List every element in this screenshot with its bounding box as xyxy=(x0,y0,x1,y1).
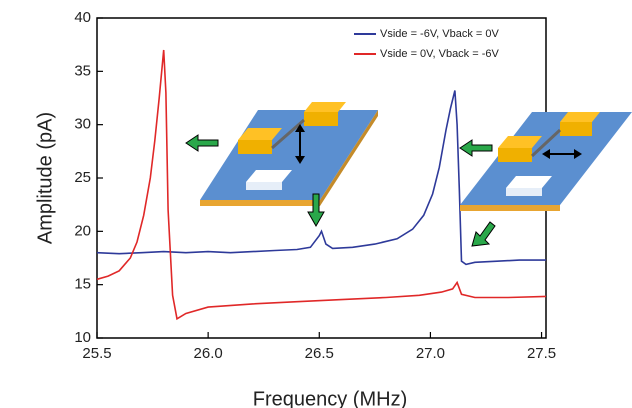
green-arrow xyxy=(186,135,218,151)
substrate-edge xyxy=(460,205,560,211)
substrate xyxy=(460,112,632,205)
page: {"chart_data": {"type": "line", "xlabel"… xyxy=(0,0,632,408)
x-tick-label: 27.0 xyxy=(416,345,445,362)
x-axis-title: Frequency (MHz) xyxy=(253,388,407,408)
legend-label: Vside = 0V, Vback = -6V xyxy=(380,48,499,60)
gate xyxy=(246,182,282,190)
legend-label: Vside = -6V, Vback = 0V xyxy=(380,28,499,40)
x-tick-label: 27.5 xyxy=(527,345,556,362)
chart: Frequency (MHz) Amplitude (pA) 25.526 xyxy=(0,0,632,408)
green-arrow xyxy=(460,140,492,156)
device-insets xyxy=(186,102,632,246)
y-tick-label: 30 xyxy=(74,116,91,133)
x-tick-label: 26.0 xyxy=(194,345,223,362)
gate xyxy=(506,188,542,196)
electrode xyxy=(560,122,592,136)
y-tick-label: 40 xyxy=(74,9,91,26)
green-arrow xyxy=(472,222,495,246)
y-axis-title: Amplitude (pA) xyxy=(34,112,56,244)
x-tick-label: 26.5 xyxy=(305,345,334,362)
electrode xyxy=(498,148,532,162)
electrode xyxy=(304,112,338,126)
substrate-edge xyxy=(200,200,320,206)
x-tick-label: 25.5 xyxy=(82,345,111,362)
y-tick-label: 20 xyxy=(74,222,91,239)
electrode xyxy=(238,140,272,154)
y-tick-label: 25 xyxy=(74,169,91,186)
y-tick-label: 15 xyxy=(74,276,91,293)
y-tick-label: 10 xyxy=(74,329,91,346)
y-tick-label: 35 xyxy=(74,62,91,79)
